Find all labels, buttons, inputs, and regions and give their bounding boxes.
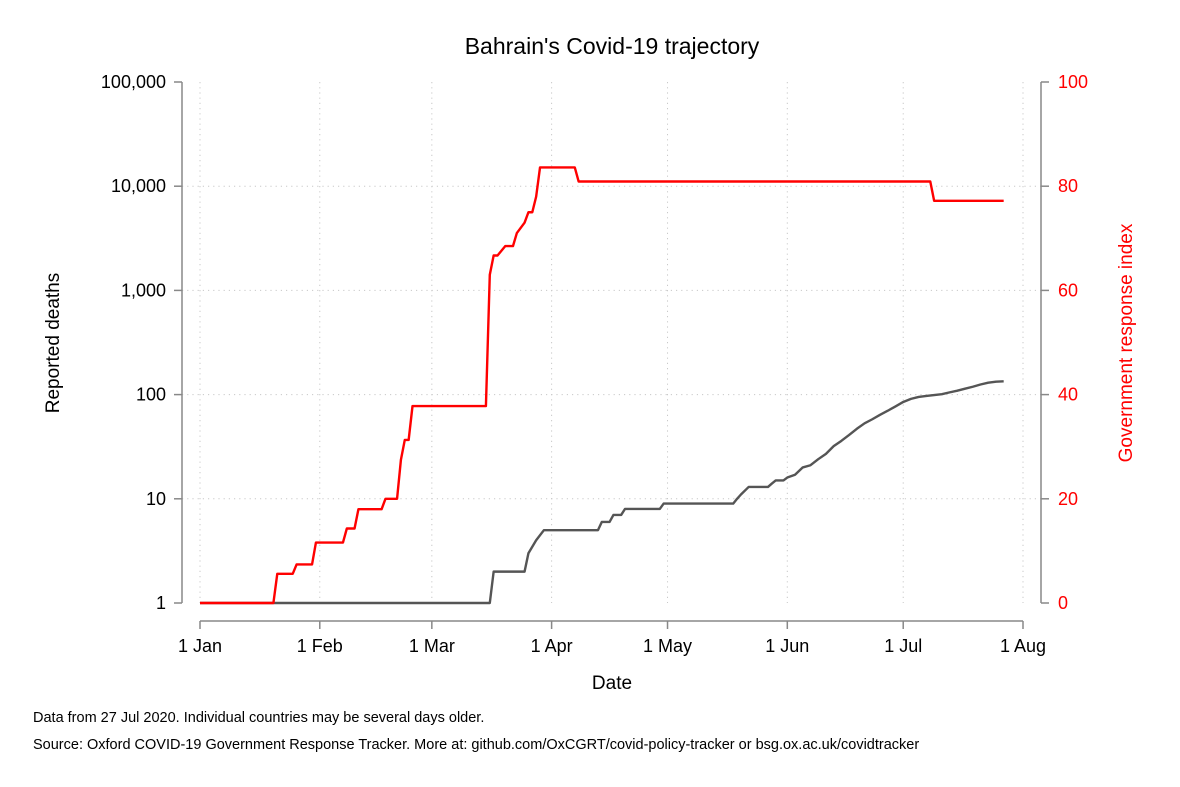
y-right-tick-label: 0 — [1058, 593, 1068, 613]
x-tick-label: 1 Feb — [297, 636, 343, 656]
y-right-tick-label: 100 — [1058, 72, 1088, 92]
y-right-tick-label: 20 — [1058, 489, 1078, 509]
y-left-tick-label: 10 — [146, 489, 166, 509]
x-axis-label: Date — [592, 673, 632, 694]
x-tick-label: 1 Jan — [178, 636, 222, 656]
x-tick-label: 1 Mar — [409, 636, 455, 656]
x-tick-label: 1 Jun — [765, 636, 809, 656]
y-left-tick-label: 100 — [136, 385, 166, 405]
gridlines — [182, 82, 1041, 603]
y-right-tick-label: 40 — [1058, 385, 1078, 405]
y-left-tick-label: 10,000 — [111, 176, 166, 196]
y-left-tick-label: 1,000 — [121, 280, 166, 300]
y-right-tick-label: 80 — [1058, 176, 1078, 196]
axes: 1 10 100 1,000 10,000 100,000 0 20 40 60 80 100 1 Ja… — [101, 72, 1088, 656]
y-left-tick-label: 100,000 — [101, 72, 166, 92]
x-tick-label: 1 May — [643, 636, 692, 656]
government-response-line — [200, 166, 1004, 605]
footnote-data-date: Data from 27 Jul 2020. Individual countr… — [33, 710, 485, 726]
y-axis-label-right: Government response index — [1116, 223, 1137, 462]
reported-deaths-line — [200, 380, 1004, 605]
x-tick-label: 1 Apr — [531, 636, 573, 656]
series-lines — [200, 166, 1004, 605]
y-axis-label-left: Reported deaths — [43, 273, 64, 414]
x-tick-label: 1 Aug — [1000, 636, 1046, 656]
y-right-tick-label: 60 — [1058, 280, 1078, 300]
y-left-tick-label: 1 — [156, 593, 166, 613]
footnote-source: Source: Oxford COVID-19 Government Respo… — [33, 737, 920, 753]
x-tick-label: 1 Jul — [884, 636, 922, 656]
chart-title: Bahrain's Covid-19 trajectory — [465, 33, 760, 59]
